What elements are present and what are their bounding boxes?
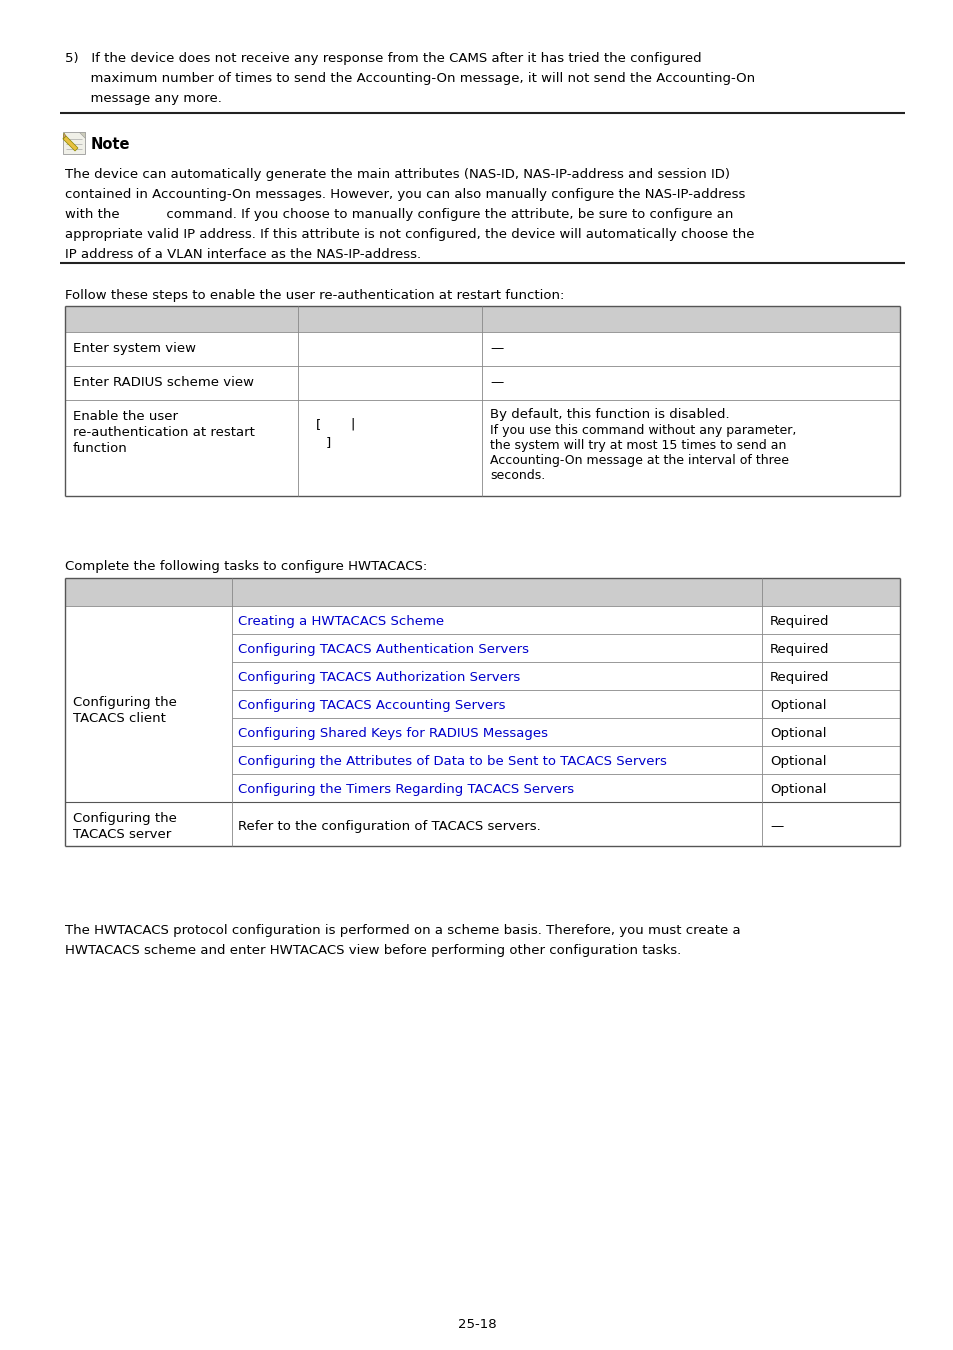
- Text: Required: Required: [769, 616, 828, 628]
- Text: the system will try at most 15 times to send an: the system will try at most 15 times to …: [490, 439, 785, 452]
- Text: The HWTACACS protocol configuration is performed on a scheme basis. Therefore, y: The HWTACACS protocol configuration is p…: [65, 923, 740, 937]
- Text: Follow these steps to enable the user re-authentication at restart function:: Follow these steps to enable the user re…: [65, 289, 564, 302]
- Text: Configuring TACACS Accounting Servers: Configuring TACACS Accounting Servers: [237, 699, 505, 711]
- Text: with the           command. If you choose to manually configure the attribute, b: with the command. If you choose to manua…: [65, 208, 733, 221]
- Text: HWTACACS scheme and enter HWTACACS view before performing other configuration ta: HWTACACS scheme and enter HWTACACS view …: [65, 944, 680, 957]
- Text: —: —: [769, 819, 782, 833]
- Text: re-authentication at restart: re-authentication at restart: [73, 427, 254, 439]
- Text: Configuring TACACS Authentication Servers: Configuring TACACS Authentication Server…: [237, 643, 529, 656]
- Text: Enter RADIUS scheme view: Enter RADIUS scheme view: [73, 377, 253, 389]
- Text: Refer to the configuration of TACACS servers.: Refer to the configuration of TACACS ser…: [237, 819, 540, 833]
- Text: seconds.: seconds.: [490, 468, 545, 482]
- Text: —: —: [490, 342, 503, 355]
- Text: Configuring TACACS Authorization Servers: Configuring TACACS Authorization Servers: [237, 671, 519, 684]
- Text: [: [: [315, 418, 321, 431]
- Text: Accounting-On message at the interval of three: Accounting-On message at the interval of…: [490, 454, 788, 467]
- Text: Configuring Shared Keys for RADIUS Messages: Configuring Shared Keys for RADIUS Messa…: [237, 728, 547, 740]
- Bar: [63, 132, 85, 154]
- Polygon shape: [79, 132, 85, 138]
- Text: TACACS client: TACACS client: [73, 711, 166, 725]
- Text: Enable the user: Enable the user: [73, 410, 178, 423]
- Text: contained in Accounting-On messages. However, you can also manually configure th: contained in Accounting-On messages. How…: [65, 188, 744, 201]
- Text: ]: ]: [326, 436, 331, 450]
- Text: Complete the following tasks to configure HWTACACS:: Complete the following tasks to configur…: [65, 560, 427, 572]
- Text: The device can automatically generate the main attributes (NAS-ID, NAS-IP-addres: The device can automatically generate th…: [65, 167, 729, 181]
- Text: Optional: Optional: [769, 783, 825, 796]
- Text: Optional: Optional: [769, 728, 825, 740]
- Text: Configuring the: Configuring the: [73, 811, 176, 825]
- Text: Configuring the Attributes of Data to be Sent to TACACS Servers: Configuring the Attributes of Data to be…: [237, 755, 666, 768]
- Text: Configuring the: Configuring the: [73, 697, 176, 709]
- Text: appropriate valid IP address. If this attribute is not configured, the device wi: appropriate valid IP address. If this at…: [65, 228, 754, 242]
- Text: maximum number of times to send the Accounting-On message, it will not send the : maximum number of times to send the Acco…: [65, 72, 755, 85]
- Text: Note: Note: [91, 136, 131, 153]
- Text: IP address of a VLAN interface as the NAS-IP-address.: IP address of a VLAN interface as the NA…: [65, 248, 420, 261]
- Text: |: |: [350, 418, 354, 431]
- Text: If you use this command without any parameter,: If you use this command without any para…: [490, 424, 796, 437]
- Text: —: —: [490, 377, 503, 389]
- Text: Enter system view: Enter system view: [73, 342, 195, 355]
- Polygon shape: [63, 134, 66, 139]
- Text: Required: Required: [769, 643, 828, 656]
- Text: Required: Required: [769, 671, 828, 684]
- Text: message any more.: message any more.: [65, 92, 222, 105]
- Text: Optional: Optional: [769, 755, 825, 768]
- Text: Optional: Optional: [769, 699, 825, 711]
- Text: 5)   If the device does not receive any response from the CAMS after it has trie: 5) If the device does not receive any re…: [65, 53, 700, 65]
- Polygon shape: [63, 136, 78, 151]
- Text: function: function: [73, 441, 128, 455]
- Bar: [65, 306, 899, 332]
- Text: Creating a HWTACACS Scheme: Creating a HWTACACS Scheme: [237, 616, 444, 628]
- Text: 25-18: 25-18: [457, 1318, 496, 1331]
- Bar: [65, 578, 899, 606]
- Text: TACACS server: TACACS server: [73, 828, 172, 841]
- Text: By default, this function is disabled.: By default, this function is disabled.: [490, 408, 729, 421]
- Text: Configuring the Timers Regarding TACACS Servers: Configuring the Timers Regarding TACACS …: [237, 783, 574, 796]
